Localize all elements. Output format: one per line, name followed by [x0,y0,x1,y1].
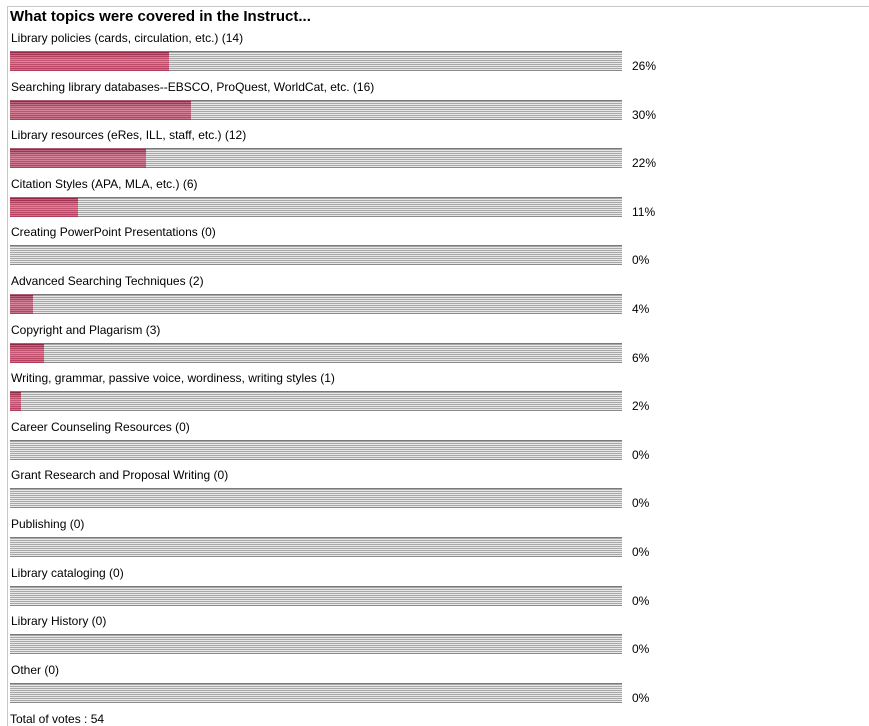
bar-track [10,51,622,71]
poll-item: Library policies (cards, circulation, et… [8,31,708,79]
poll-item-label: Searching library databases--EBSCO, ProQ… [11,79,375,94]
poll-item: Creating PowerPoint Presentations (0) 0% [8,225,708,273]
poll-item-percent: 30% [632,107,657,122]
bar-fill [10,196,78,217]
poll-item-percent: 22% [632,156,657,171]
poll-item-percent: 4% [632,302,650,316]
poll-title: What topics were covered in the Instruct… [10,8,311,25]
bar-track [10,488,622,509]
poll-item-label: Creating PowerPoint Presentations (0) [11,225,216,240]
bar-track [10,245,622,266]
poll-item: Library cataloging (0) 0% [8,566,708,614]
poll-item-label: Library cataloging (0) [11,565,124,580]
poll-item: Copyright and Plagarism (3) 6% [8,323,708,371]
poll-item-label: Advanced Searching Techniques (2) [11,274,204,288]
poll-item-percent: 0% [632,690,650,705]
poll-item: Library History (0) 0% [8,614,708,662]
bar-fill [10,294,33,314]
poll-item-label: Library resources (eRes, ILL, staff, etc… [11,128,247,143]
poll-item-percent: 26% [632,59,657,73]
bar-track [10,196,622,217]
poll-item-label: Career Counseling Resources (0) [11,419,190,434]
poll-item: Grant Research and Proposal Writing (0) 0… [8,468,708,516]
bar-track [10,634,622,655]
poll-item-label: Copyright and Plagarism (3) [11,322,161,337]
poll-item-label: Writing, grammar, passive voice, wordine… [11,371,335,386]
bar-track [10,342,622,363]
poll-item: Career Counseling Resources (0) 0% [8,420,708,468]
poll-item-label: Publishing (0) [11,517,85,531]
bar-fill [10,99,191,120]
poll-item-label: Library policies (cards, circulation, et… [11,31,244,45]
bar-track [10,391,622,412]
bar-fill [10,391,21,412]
bar-track [10,682,622,703]
poll-item-percent: 11% [632,204,656,219]
poll-item: Searching library databases--EBSCO, ProQ… [8,80,708,128]
poll-item-percent: 6% [632,350,650,365]
poll-item-percent: 0% [632,447,650,462]
poll-item-label: Citation Styles (APA, MLA, etc.) (6) [11,176,198,191]
poll-item: Publishing (0) 0% [8,517,708,565]
bar-track [10,585,622,606]
poll-item-percent: 0% [632,642,650,657]
poll-item: Citation Styles (APA, MLA, etc.) (6) 11% [8,177,708,225]
bar-fill [10,148,146,169]
bar-track [10,537,622,557]
poll-item: Library resources (eRes, ILL, staff, etc… [8,128,708,176]
bar-track [10,99,622,120]
poll-item-percent: 0% [632,593,650,608]
poll-item-label: Other (0) [11,662,60,677]
poll-item: Other (0) 0% [8,663,708,711]
bar-fill [10,342,44,363]
poll-item-label: Library History (0) [11,614,107,629]
poll-item-percent: 0% [632,496,650,511]
bar-track [10,148,622,169]
poll-results-panel: What topics were covered in the Instruct… [7,6,869,726]
bar-fill [10,51,169,71]
poll-item-percent: 0% [632,253,650,268]
total-votes: Total of votes : 54 [10,712,105,726]
bar-track [10,439,622,460]
bar-track [10,294,622,314]
poll-item-percent: 2% [632,399,650,414]
poll-item: Writing, grammar, passive voice, wordine… [8,371,708,419]
poll-item: Advanced Searching Techniques (2) 4% [8,274,708,322]
poll-item-label: Grant Research and Proposal Writing (0) [11,468,229,483]
poll-item-percent: 0% [632,545,650,559]
